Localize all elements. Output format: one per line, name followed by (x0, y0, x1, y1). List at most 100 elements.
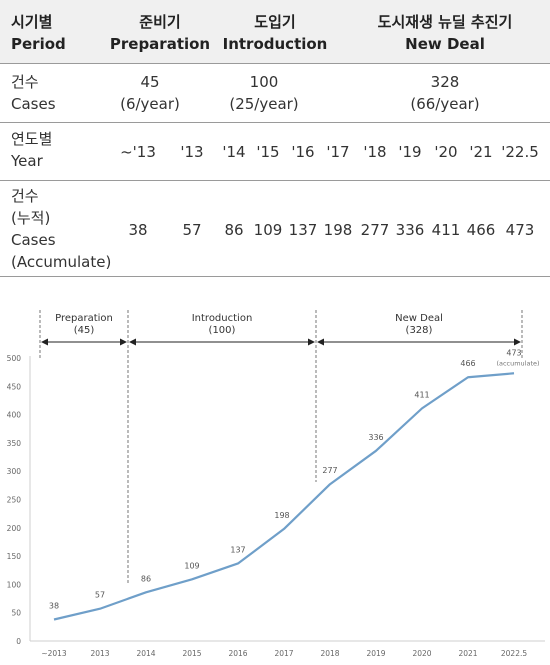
y-tick-label: 250 (7, 496, 22, 505)
y-tick-label: 150 (7, 552, 22, 561)
cases-label-en: Cases (11, 95, 56, 113)
year-label-en: Year (11, 152, 43, 170)
header-period-ko: 시기별 (11, 13, 53, 31)
header-introduction-en: Introduction (222, 35, 328, 53)
header-preparation-ko: 준비기 (139, 13, 181, 31)
data-label: 109 (184, 561, 199, 570)
accumulate-cell: 109 (253, 221, 283, 239)
year-row: 연도별 Year ~'13 '13 '14 '15 '16 '17 '18 '19 '20 '21… (0, 123, 550, 181)
accumulate-cell: 466 (466, 221, 496, 239)
accumulate-label-en: Cases (11, 231, 56, 249)
accumulate-cell: 411 (431, 221, 461, 239)
x-tick-label: 2016 (228, 649, 247, 658)
accumulate-cell: 137 (288, 221, 318, 239)
x-tick-label: 2018 (320, 649, 339, 658)
accumulate-cell: 198 (323, 221, 353, 239)
accumulate-label: 건수 (누적) Cases (Accumulate) (11, 185, 111, 273)
accumulate-row: 건수 (누적) Cases (Accumulate) 38 57 86 109 137 1… (0, 181, 550, 277)
header-period-en: Period (11, 35, 66, 53)
intro-cases: 100 (25/year) (214, 71, 314, 115)
year-cell: ~'13 (120, 143, 156, 161)
period-name: New Deal (395, 313, 443, 324)
prep-count: 45 (140, 73, 160, 91)
cases-label-ko: 건수 (11, 73, 39, 91)
y-tick-label: 300 (7, 467, 22, 476)
cases-label: 건수 Cases (11, 71, 56, 115)
year-cell: '18 (363, 143, 387, 161)
x-tick-label: 2013 (90, 649, 109, 658)
year-cell: '16 (291, 143, 315, 161)
data-label: 57 (95, 591, 105, 600)
year-cell: '13 (180, 143, 204, 161)
data-label: 466 (460, 359, 475, 368)
year-label: 연도별 Year (11, 128, 52, 172)
x-tick-label: 2015 (182, 649, 201, 658)
year-cell: '22.5 (501, 143, 539, 161)
accumulate-cell: 57 (182, 221, 202, 239)
data-label: 198 (274, 511, 289, 520)
year-cell: '19 (398, 143, 422, 161)
accumulate-cell: 277 (360, 221, 390, 239)
table-header: 시기별 Period 준비기 Preparation 도입기 Introduct… (0, 0, 550, 64)
year-cell: '15 (256, 143, 280, 161)
year-label-ko: 연도별 (11, 130, 53, 148)
y-tick-label: 200 (7, 524, 22, 533)
y-tick-label: 50 (11, 609, 21, 618)
accumulate-label-ko2: (누적) (11, 209, 51, 227)
period-name: Introduction (192, 313, 253, 324)
x-tick-label: 2020 (412, 649, 431, 658)
data-label: 277 (322, 466, 337, 475)
header-new-deal: 도시재생 뉴딜 추진기 New Deal (350, 11, 540, 55)
year-cell: '21 (469, 143, 493, 161)
period-name: Preparation (55, 313, 113, 324)
accumulate-cell: 86 (224, 221, 244, 239)
data-label: 86 (141, 574, 151, 583)
y-tick-label: 450 (7, 382, 22, 391)
y-tick-label: 400 (7, 411, 22, 420)
y-tick-label: 100 (7, 580, 22, 589)
accumulate-cell: 336 (395, 221, 425, 239)
accumulate-label-ko: 건수 (11, 187, 39, 205)
cumulative-cases-line-chart: 0 50 100 150 200 250 300 350 400 450 500 ~2013 2013 2… (7, 310, 545, 658)
period-count: (45) (74, 325, 95, 336)
year-cell: '17 (326, 143, 350, 161)
period-count: (100) (209, 325, 236, 336)
deal-rate: (66/year) (410, 95, 480, 113)
header-introduction-ko: 도입기 (254, 13, 296, 31)
data-label: 473 (506, 348, 521, 357)
accumulate-cell: 473 (505, 221, 535, 239)
year-cell: '20 (434, 143, 458, 161)
x-tick-label: 2014 (136, 649, 155, 658)
x-tick-label: 2017 (274, 649, 293, 658)
header-preparation: 준비기 Preparation (100, 11, 220, 55)
deal-cases: 328 (66/year) (390, 71, 500, 115)
prep-rate: (6/year) (120, 95, 180, 113)
accumulate-label-en2: (Accumulate) (11, 253, 112, 271)
y-tick-label: 350 (7, 439, 22, 448)
data-label: 411 (414, 390, 429, 399)
intro-count: 100 (249, 73, 279, 91)
intro-rate: (25/year) (229, 95, 299, 113)
y-tick-label: 0 (16, 637, 21, 646)
data-label: 137 (230, 545, 245, 554)
header-preparation-en: Preparation (109, 35, 211, 53)
x-tick-label: 2021 (458, 649, 477, 658)
cumulative-cases-line (53, 372, 515, 621)
period-count: (328) (406, 325, 433, 336)
x-tick-label: ~2013 (41, 649, 67, 658)
header-new-deal-ko: 도시재생 뉴딜 추진기 (377, 13, 513, 31)
x-tick-label: 2019 (366, 649, 385, 658)
cases-row: 건수 Cases 45 (6/year) 100 (25/year) 328 (… (0, 63, 550, 123)
deal-count: 328 (430, 73, 460, 91)
accumulate-cell: 38 (128, 221, 148, 239)
prep-cases: 45 (6/year) (100, 71, 200, 115)
x-tick-label: 2022.5 (501, 649, 527, 658)
header-introduction: 도입기 Introduction (210, 11, 340, 55)
header-period: 시기별 Period (11, 11, 66, 55)
y-tick-label: 500 (7, 354, 22, 363)
data-label: 336 (368, 433, 383, 442)
data-label-note: (accumulate) (496, 359, 539, 367)
year-cell: '14 (222, 143, 246, 161)
header-new-deal-en: New Deal (405, 35, 485, 53)
data-label: 38 (49, 601, 59, 610)
